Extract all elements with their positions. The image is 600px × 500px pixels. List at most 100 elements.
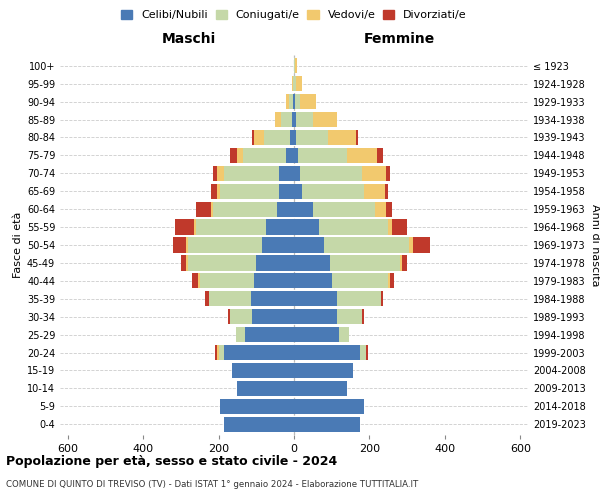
Bar [217,345,218,360]
Bar [337,309,362,324]
Bar [213,202,277,217]
Bar [401,256,407,270]
Bar [328,130,356,145]
Bar [377,148,383,163]
Bar [366,345,368,360]
Bar [290,130,294,145]
Bar [294,416,360,432]
Bar [356,130,358,145]
Bar [294,202,313,217]
Bar [188,256,256,270]
Bar [196,220,266,234]
Bar [245,327,294,342]
Bar [286,148,294,163]
Bar [198,273,200,288]
Bar [294,381,347,396]
Bar [293,76,294,92]
Bar [294,220,319,234]
Bar [235,327,245,342]
Bar [330,256,400,270]
Bar [187,238,188,252]
Bar [390,273,394,288]
Bar [211,184,217,199]
Bar [243,148,286,163]
Bar [293,94,294,109]
Text: Popolazione per età, sesso e stato civile - 2024: Popolazione per età, sesso e stato civil… [6,455,337,468]
Bar [251,291,294,306]
Bar [205,291,209,306]
Bar [294,256,330,270]
Bar [279,166,294,181]
Bar [302,184,364,199]
Bar [294,184,302,199]
Bar [299,166,362,181]
Bar [296,112,313,127]
Bar [292,76,293,92]
Bar [294,76,296,92]
Bar [256,256,294,270]
Bar [313,112,337,127]
Bar [388,273,390,288]
Bar [388,220,392,234]
Bar [313,202,375,217]
Bar [332,273,388,288]
Y-axis label: Anni di nascita: Anni di nascita [590,204,600,286]
Bar [295,58,296,74]
Bar [413,238,430,252]
Bar [232,363,294,378]
Text: COMUNE DI QUINTO DI TREVISO (TV) - Dati ISTAT 1° gennaio 2024 - Elaborazione TUT: COMUNE DI QUINTO DI TREVISO (TV) - Dati … [6,480,418,489]
Bar [360,345,366,360]
Bar [173,238,187,252]
Bar [264,130,290,145]
Bar [294,309,337,324]
Bar [294,112,296,127]
Bar [281,112,292,127]
Bar [188,238,262,252]
Bar [262,238,294,252]
Bar [224,345,294,360]
Bar [286,94,289,109]
Bar [224,416,294,432]
Bar [386,166,390,181]
Bar [392,220,407,234]
Bar [296,130,328,145]
Bar [211,202,213,217]
Bar [220,398,294,414]
Bar [294,94,295,109]
Bar [319,220,388,234]
Bar [292,112,294,127]
Bar [337,291,381,306]
Bar [217,184,220,199]
Bar [192,273,198,288]
Bar [294,345,360,360]
Bar [213,166,217,181]
Bar [296,76,302,92]
Bar [400,256,401,270]
Bar [215,345,217,360]
Bar [181,256,187,270]
Bar [224,166,279,181]
Bar [228,309,230,324]
Bar [375,202,386,217]
Bar [294,273,332,288]
Bar [339,327,349,342]
Bar [298,148,347,163]
Bar [294,398,364,414]
Bar [324,238,409,252]
Bar [254,130,264,145]
Y-axis label: Fasce di età: Fasce di età [13,212,23,278]
Bar [294,291,337,306]
Bar [294,130,296,145]
Bar [230,309,253,324]
Text: Femmine: Femmine [364,32,435,46]
Bar [294,238,324,252]
Bar [230,148,238,163]
Bar [218,345,224,360]
Bar [381,291,383,306]
Bar [275,112,281,127]
Legend: Celibi/Nubili, Coniugati/e, Vedovi/e, Divorziati/e: Celibi/Nubili, Coniugati/e, Vedovi/e, Di… [119,8,469,22]
Bar [294,58,295,74]
Bar [194,220,196,234]
Bar [266,220,294,234]
Bar [253,309,294,324]
